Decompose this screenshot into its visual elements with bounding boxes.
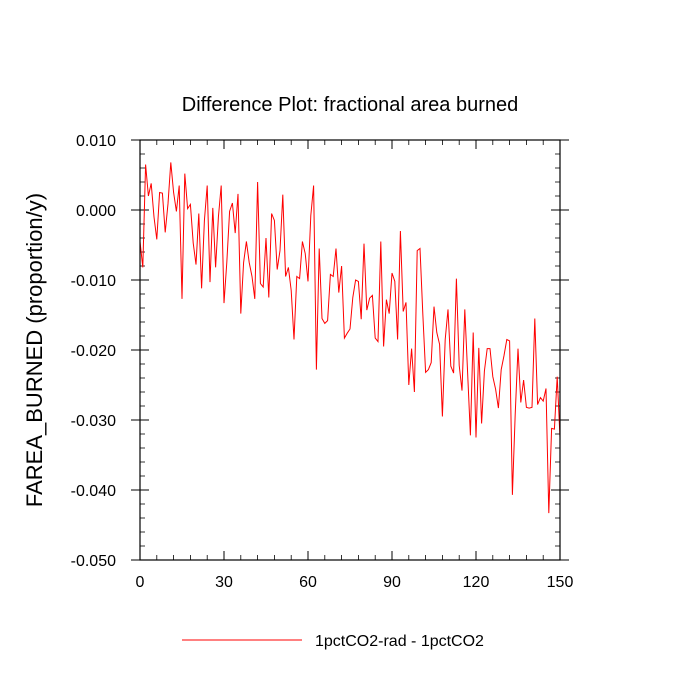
y-tick-label: -0.030	[71, 413, 116, 430]
plot-frame	[139, 139, 561, 561]
series-layer	[139, 162, 561, 514]
x-tick-label: 150	[547, 574, 574, 591]
y-axis-label: FAREA_BURNED (proportion/y)	[22, 193, 47, 507]
y-tick-label: 0.010	[76, 133, 116, 150]
series-line	[139, 162, 561, 514]
x-tick-label: 90	[383, 574, 401, 591]
axes: 0 30 60 90 120 150 0.010 0.000 -0.010 -0.020 -0.03…	[71, 133, 574, 591]
y-tick-label: -0.040	[71, 483, 116, 500]
chart-title: Difference Plot: fractional area burned	[182, 94, 519, 116]
x-tick-label: 0	[136, 574, 145, 591]
y-tick-label: -0.010	[71, 273, 116, 290]
x-tick-label: 60	[299, 574, 317, 591]
x-tick-label: 120	[463, 574, 490, 591]
y-tick-label: -0.050	[71, 553, 116, 570]
y-tick-label: -0.020	[71, 343, 116, 360]
x-tick-label: 30	[215, 574, 233, 591]
y-tick-label: 0.000	[76, 203, 116, 220]
legend-label: 1pctCO2-rad - 1pctCO2	[315, 633, 484, 650]
legend: 1pctCO2-rad - 1pctCO2	[182, 633, 484, 650]
